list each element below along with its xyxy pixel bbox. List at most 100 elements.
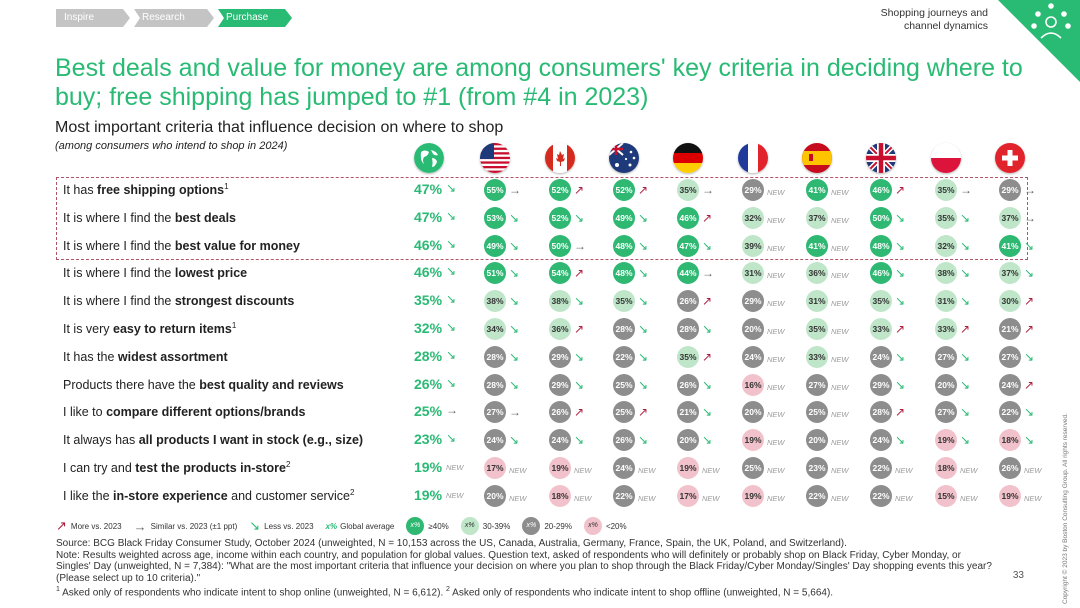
criterion-text: It is where I find the — [63, 294, 175, 309]
arrow-down-icon: ↘ — [702, 377, 713, 392]
value-bubble: 20% — [742, 401, 764, 424]
arrow-down-icon: ↘ — [509, 238, 520, 253]
value-bubble: 20% — [806, 429, 828, 452]
arrow-down-icon: ↘ — [1024, 266, 1035, 281]
criterion-bold-text: best quality and reviews — [199, 377, 344, 392]
country-cell: 20% NEW — [742, 401, 802, 425]
value-bubble: 18% — [549, 484, 571, 507]
value-bubble: 22% — [806, 484, 828, 507]
flag-switzerland-icon — [995, 143, 1025, 173]
legend-30-39: 30-39% — [482, 521, 511, 531]
country-cell: 52% ↗ — [549, 179, 609, 203]
criterion-text-suffix: and customer service — [227, 488, 350, 503]
country-cell: 49% ↘ — [484, 234, 544, 259]
legend-bubble-30: x% — [460, 517, 479, 535]
flag-poland-icon — [931, 143, 961, 173]
country-cell: 35% ↗ — [677, 345, 737, 370]
arrow-down-icon: ↘ — [509, 377, 520, 392]
breadcrumb-purchase[interactable]: Purchase — [218, 9, 292, 27]
flag-us-icon — [480, 143, 510, 173]
value-bubble: 38% — [549, 290, 571, 313]
country-cell: 26% ↘ — [613, 429, 673, 453]
legend-20-29: 20-29% — [544, 521, 572, 531]
arrow-up-icon: ↗ — [702, 349, 713, 364]
criterion-text: It is where I find the — [63, 210, 175, 225]
source-notes: Source: BCG Black Friday Consumer Study,… — [56, 538, 996, 599]
country-cell: 32% ↘ — [935, 234, 995, 259]
new-label: NEW — [446, 490, 464, 500]
value-bubble: 22% — [870, 457, 892, 479]
top-three-highlight — [56, 177, 1028, 260]
value-bubble: 46% — [677, 206, 699, 229]
table-row: I like to compare different options/bran… — [0, 399, 1080, 426]
value-bubble: 38% — [484, 290, 506, 313]
country-cell: 41% NEW — [806, 234, 866, 259]
globe-icon — [414, 143, 444, 173]
arrow-down-icon: ↘ — [960, 405, 971, 420]
global-value: 23% — [414, 431, 443, 448]
global-value: 19% — [414, 459, 443, 475]
value-bubble: 35% — [935, 206, 957, 229]
arrow-down-icon: ↘ — [509, 266, 520, 281]
country-cell: 27% ↘ — [935, 345, 995, 370]
new-label: NEW — [509, 493, 527, 503]
new-label: NEW — [574, 493, 592, 503]
arrow-down-icon: ↘ — [960, 266, 971, 281]
new-label: NEW — [831, 188, 849, 197]
breadcrumb-research[interactable]: Research — [134, 9, 214, 27]
criterion-text: It is where I find the — [63, 238, 175, 253]
breadcrumb: Inspire Research Purchase — [56, 9, 292, 27]
global-value: 19% — [414, 486, 443, 503]
new-label: NEW — [960, 466, 978, 475]
country-cell: 19% NEW — [742, 484, 802, 509]
value-bubble: 26% — [613, 429, 635, 452]
arrow-down-icon: ↘ — [574, 294, 585, 309]
breadcrumb-inspire[interactable]: Inspire — [56, 9, 130, 27]
country-cell: 50% → — [549, 234, 609, 259]
arrow-down-icon: ↘ — [960, 294, 971, 309]
flag-germany-icon — [673, 143, 703, 173]
country-cell: 29% ↘ — [870, 373, 930, 398]
value-bubble: 29% — [742, 179, 764, 201]
country-cell: 19% NEW — [742, 429, 802, 453]
arrow-down-icon: ↘ — [1024, 349, 1035, 364]
arrow-down-icon: ↘ — [446, 264, 457, 279]
footnotes-line: 1 Asked only of respondents who indicate… — [56, 584, 996, 599]
legend-lt-20: <20% — [605, 521, 627, 531]
country-cell: 21% ↗ — [999, 318, 1059, 342]
new-label: NEW — [1024, 493, 1042, 503]
value-bubble: 48% — [870, 234, 892, 257]
table-row: Products there have the best quality and… — [0, 372, 1080, 399]
arrow-down-icon: ↘ — [638, 266, 649, 281]
global-value: 26% — [414, 375, 443, 392]
value-bubble: 27% — [484, 401, 506, 424]
country-cell: 53% ↘ — [484, 206, 544, 231]
arrow-down-icon: ↘ — [638, 238, 649, 253]
country-cell: 26% NEW — [999, 457, 1059, 481]
value-bubble: 44% — [677, 262, 699, 285]
country-cell: 20% NEW — [806, 429, 866, 453]
value-bubble: 31% — [935, 290, 957, 313]
value-bubble: 18% — [935, 457, 957, 479]
country-cell: 20% NEW — [484, 484, 544, 509]
flag-australia-icon — [609, 143, 639, 173]
country-cell: 37% ↘ — [999, 262, 1059, 286]
new-label: NEW — [767, 271, 785, 281]
country-cell: 19% ↘ — [935, 429, 995, 453]
country-cell: 21% ↘ — [677, 401, 737, 425]
new-label: NEW — [767, 299, 785, 309]
country-cell: 24% NEW — [742, 345, 802, 370]
country-cell: 24% ↘ — [549, 429, 609, 453]
new-label: NEW — [767, 382, 785, 392]
value-bubble: 20% — [935, 373, 957, 396]
country-cell: 25% NEW — [742, 457, 802, 481]
legend-less: Less vs. 2023 — [264, 521, 314, 531]
country-cell: 32% NEW — [742, 206, 802, 231]
country-cell: 25% NEW — [806, 401, 866, 425]
footnote-2: Asked only of respondents who indicate i… — [452, 587, 834, 599]
arrow-down-icon: ↘ — [1024, 405, 1035, 420]
new-label: NEW — [767, 438, 785, 448]
criterion-label: It is where I find the strongest discoun… — [63, 293, 294, 308]
value-bubble: 49% — [613, 206, 635, 229]
arrow-down-icon: ↘ — [249, 518, 261, 533]
